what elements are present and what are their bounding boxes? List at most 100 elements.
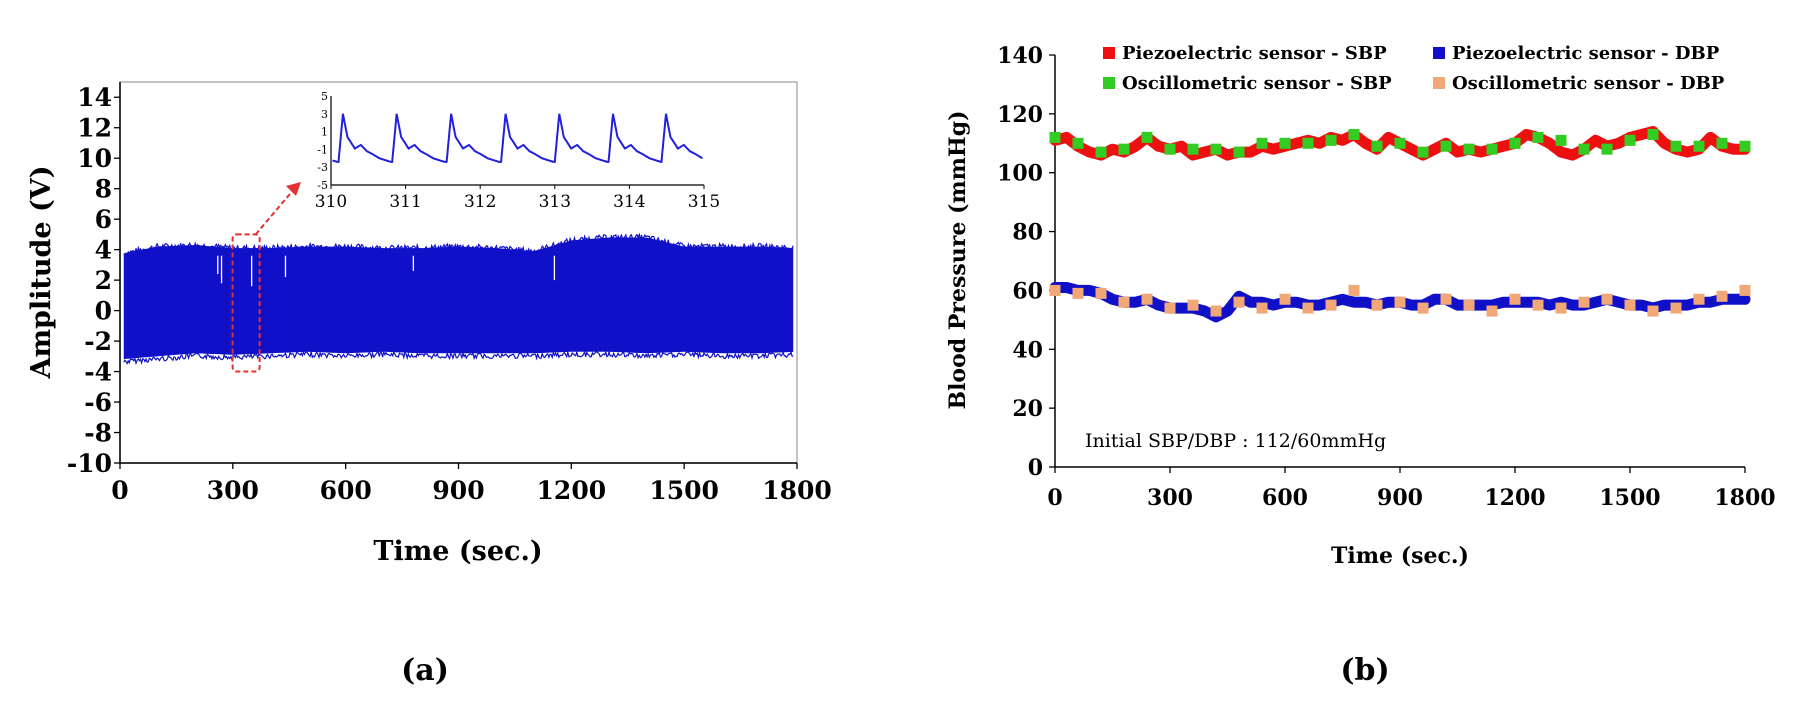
panel-b-annotation: Initial SBP/DBP : 112/60mmHg [1085, 430, 1386, 452]
panel-a-zoom-arrow-line [254, 187, 296, 236]
panel-b-y-tick-label: 120 [997, 102, 1043, 128]
data-point-oscillometric-sensor-sbp [1302, 137, 1314, 149]
data-point-oscillometric-sensor-dbp [1233, 296, 1245, 308]
panel-a-x-tick-label: 300 [207, 476, 259, 505]
panel-a-label: (a) [401, 653, 449, 688]
panel-a-inset-x-tick-label: 312 [464, 192, 496, 212]
data-point-oscillometric-sensor-sbp [1256, 137, 1268, 149]
panel-a-x-tick-label: 1500 [649, 476, 719, 505]
panel-b-x-tick-label: 900 [1377, 485, 1423, 511]
panel-b-y-tick-label: 60 [1012, 278, 1043, 304]
data-point-oscillometric-sensor-sbp [1371, 140, 1383, 152]
data-point-oscillometric-sensor-dbp [1095, 287, 1107, 299]
data-point-oscillometric-sensor-dbp [1417, 302, 1429, 314]
panel-b-x-axis-title: Time (sec.) [1331, 543, 1469, 569]
panel-a-zoom-window [231, 233, 261, 373]
data-point-oscillometric-sensor-sbp [1555, 134, 1567, 146]
panel-b-y-tick-label: 100 [997, 161, 1043, 187]
panel-a-signal-band [123, 237, 794, 360]
data-point-oscillometric-sensor-dbp [1601, 293, 1613, 305]
panel-a-x-tick-label: 900 [432, 476, 484, 505]
data-point-oscillometric-sensor-sbp [1417, 146, 1429, 158]
data-point-oscillometric-sensor-dbp [1463, 299, 1475, 311]
panel-a-y-tick-label: 8 [95, 175, 112, 204]
data-point-oscillometric-sensor-dbp [1325, 299, 1337, 311]
data-point-oscillometric-sensor-sbp [1532, 131, 1544, 143]
panel-b-x-tick-label: 1500 [1599, 485, 1660, 511]
panel-a-chart: 0 300 600 900 1200 1500 1800 -10-8-6-4-2024681… [26, 81, 832, 688]
legend-label: Oscillometric sensor - SBP [1122, 73, 1392, 94]
panel-a-x-tick-label: 0 [111, 476, 128, 505]
data-point-oscillometric-sensor-dbp [1509, 293, 1521, 305]
data-point-oscillometric-sensor-sbp [1072, 137, 1084, 149]
data-point-oscillometric-sensor-sbp [1095, 146, 1107, 158]
panel-a-y-tick-label: 14 [77, 83, 112, 112]
panel-a-signal-lower-edge [123, 349, 794, 366]
data-point-oscillometric-sensor-sbp [1440, 140, 1452, 152]
data-point-oscillometric-sensor-dbp [1049, 284, 1061, 296]
data-point-oscillometric-sensor-sbp [1486, 143, 1498, 155]
panel-a-x-axis-title: Time (sec.) [373, 536, 542, 567]
data-point-oscillometric-sensor-dbp [1141, 293, 1153, 305]
data-point-oscillometric-sensor-sbp [1463, 143, 1475, 155]
data-point-oscillometric-sensor-dbp [1532, 299, 1544, 311]
data-point-oscillometric-sensor-sbp [1348, 128, 1360, 140]
data-point-oscillometric-sensor-dbp [1394, 296, 1406, 308]
panel-b-y-tick-label: 40 [1012, 337, 1043, 363]
data-point-oscillometric-sensor-dbp [1578, 296, 1590, 308]
data-point-oscillometric-sensor-sbp [1141, 131, 1153, 143]
panel-a-y-tick-label: 4 [95, 236, 112, 265]
data-point-oscillometric-sensor-dbp [1256, 302, 1268, 314]
panel-a-inset-y-tick-label: 3 [321, 108, 328, 121]
legend-label: Piezoelectric sensor - DBP [1452, 43, 1720, 64]
data-point-oscillometric-sensor-sbp [1118, 143, 1130, 155]
legend-swatch [1103, 47, 1115, 59]
data-point-oscillometric-sensor-sbp [1233, 146, 1245, 158]
data-point-oscillometric-sensor-dbp [1210, 305, 1222, 317]
data-point-oscillometric-sensor-dbp [1348, 284, 1360, 296]
panel-a-inset-y-tick-label: -3 [317, 161, 328, 174]
panel-a-inset-y-tick-label: 1 [321, 126, 328, 139]
panel-a-y-axis-title: Amplitude (V) [26, 166, 57, 380]
panel-a-y-tick-label: -4 [84, 358, 112, 387]
panel-a-inset-x-tick-label: 314 [613, 192, 645, 212]
data-point-oscillometric-sensor-dbp [1164, 302, 1176, 314]
panel-a-x-tick-label: 1800 [762, 476, 832, 505]
panel-a-inset-waveform [332, 113, 703, 163]
data-point-oscillometric-sensor-sbp [1049, 131, 1061, 143]
data-point-oscillometric-sensor-sbp [1210, 143, 1222, 155]
data-point-oscillometric-sensor-sbp [1716, 137, 1728, 149]
panel-b-x-tick-label: 0 [1047, 485, 1062, 511]
data-point-oscillometric-sensor-dbp [1693, 293, 1705, 305]
panel-b-legend: Piezoelectric sensor - SBP Piezoelectric … [1103, 43, 1725, 94]
panel-a-inset-x-tick-label: 310 [315, 192, 347, 212]
panel-a-y-tick-label: 6 [95, 205, 112, 234]
legend-label: Oscillometric sensor - DBP [1452, 73, 1725, 94]
data-point-oscillometric-sensor-sbp [1578, 143, 1590, 155]
panel-a-y-tick-label: -8 [84, 419, 112, 448]
panel-a-signal-upper-edge [123, 232, 794, 257]
data-point-oscillometric-sensor-dbp [1555, 302, 1567, 314]
data-point-oscillometric-sensor-dbp [1670, 302, 1682, 314]
data-point-oscillometric-sensor-sbp [1279, 137, 1291, 149]
panel-a-y-tick-label: 0 [95, 297, 112, 326]
data-point-oscillometric-sensor-dbp [1624, 299, 1636, 311]
panel-a-inset-y-tick-label: -5 [317, 179, 328, 192]
data-point-oscillometric-sensor-dbp [1371, 299, 1383, 311]
panel-a-y-tick-label: -2 [84, 327, 112, 356]
legend-swatch [1103, 77, 1115, 89]
panel-a-inset-background [331, 92, 704, 185]
data-point-oscillometric-sensor-sbp [1624, 134, 1636, 146]
data-point-oscillometric-sensor-sbp [1693, 140, 1705, 152]
panel-a-y-tick-label: -6 [84, 388, 112, 417]
panel-a-y-tick-label: -10 [67, 449, 112, 478]
panel-b-y-axis-title: Blood Pressure (mmHg) [945, 110, 971, 409]
panel-b-y-tick-label: 0 [1028, 455, 1043, 481]
panel-a-inset-y-tick-label: -1 [317, 143, 328, 156]
panel-b-y-tick-label: 140 [997, 43, 1043, 69]
panel-b-x-tick-label: 1200 [1484, 485, 1545, 511]
data-point-oscillometric-sensor-dbp [1187, 299, 1199, 311]
panel-b-label: (b) [1340, 653, 1389, 688]
panel-a-zoom-arrowhead [286, 182, 301, 196]
